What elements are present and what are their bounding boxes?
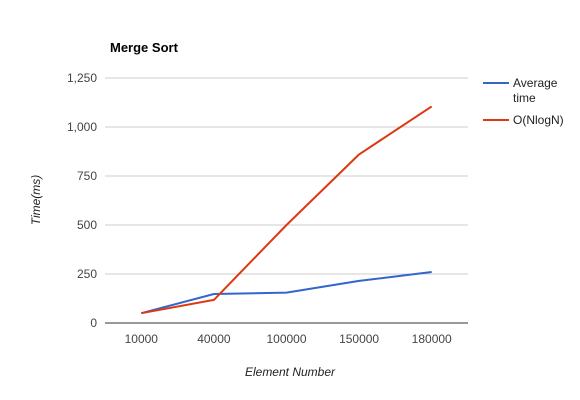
x-tick-label: 150000 (339, 332, 379, 346)
y-tick-label: 1,000 (67, 120, 97, 134)
y-tick-label: 250 (77, 267, 97, 281)
x-axis-title: Element Number (245, 365, 336, 379)
gridlines (105, 78, 468, 274)
legend-label: time (513, 91, 536, 105)
series-line-onlogn (141, 106, 431, 313)
x-tick-label: 180000 (412, 332, 452, 346)
series-lines (141, 106, 431, 313)
x-tick-label: 40000 (197, 332, 231, 346)
x-axis-ticks: 10000 40000 100000 150000 180000 (125, 332, 452, 346)
x-tick-label: 10000 (125, 332, 159, 346)
x-tick-label: 100000 (266, 332, 306, 346)
y-tick-label: 1,250 (67, 71, 97, 85)
y-tick-label: 500 (77, 218, 97, 232)
legend-label: O(NlogN) (513, 113, 564, 127)
legend-item-onlogn: O(NlogN) (483, 113, 564, 127)
y-tick-label: 750 (77, 169, 97, 183)
chart-title: Merge Sort (110, 40, 179, 55)
y-axis-ticks: 0 250 500 750 1,000 1,250 (67, 71, 97, 330)
legend-label: Average (513, 76, 558, 90)
y-axis-title: Time(ms) (29, 175, 43, 226)
series-line-average-time (141, 272, 431, 313)
y-tick-label: 0 (90, 316, 97, 330)
